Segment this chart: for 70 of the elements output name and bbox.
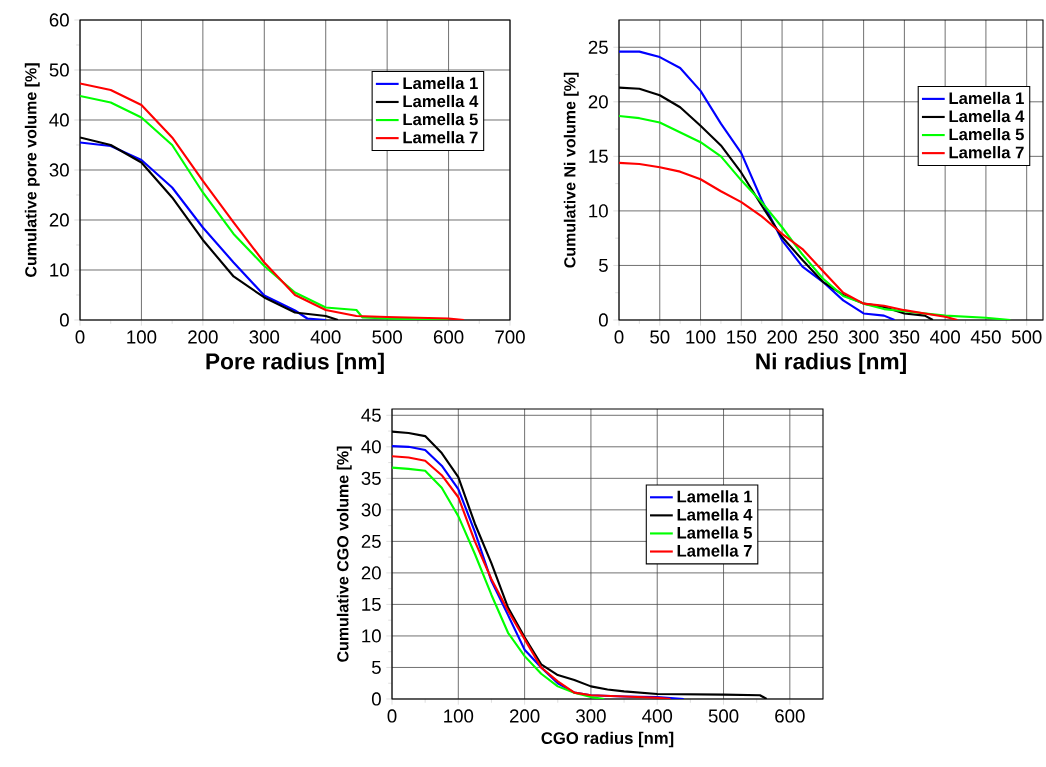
- y-tick-label: 0: [598, 313, 608, 327]
- line-series: [619, 50, 896, 320]
- y-tick-label: 5: [371, 660, 381, 674]
- x-tick-label: 450: [970, 330, 1001, 344]
- y-tick-label: 10: [50, 263, 69, 277]
- x-tick-label: 500: [708, 709, 739, 723]
- x-tick-label: 150: [727, 330, 757, 344]
- x-tick-label: 0: [387, 709, 397, 723]
- x-tick-label: 350: [889, 330, 920, 344]
- y-tick-label: 0: [59, 313, 69, 327]
- legend-label: Lamella 4: [677, 508, 753, 521]
- y-tick-label: 15: [362, 597, 381, 611]
- x-tick-label: 100: [444, 709, 474, 723]
- y-axis-title: Cumulative CGO volume [%]: [336, 446, 352, 662]
- x-tick-label: 400: [310, 330, 341, 344]
- y-tick-label: 20: [588, 95, 608, 109]
- y-tick-label: 30: [361, 503, 381, 517]
- x-tick-label: 200: [188, 330, 218, 344]
- y-tick-label: 50: [49, 63, 69, 77]
- line-series: [619, 161, 959, 320]
- line-series: [392, 466, 606, 699]
- y-tick-label: 25: [361, 534, 381, 548]
- y-tick-label: 25: [588, 40, 608, 54]
- x-tick-label: 500: [1011, 330, 1042, 344]
- y-tick-label: 5: [598, 258, 608, 272]
- legend-label: Lamella 4: [403, 94, 479, 108]
- x-tick-label: 300: [848, 330, 879, 344]
- x-tick-label: 600: [433, 330, 464, 344]
- x-tick-label: 0: [75, 330, 85, 344]
- y-axis-title: Cumulative Ni volume [%]: [563, 72, 579, 268]
- x-axis-title: CGO radius [nm]: [541, 731, 674, 748]
- y-tick-label: 45: [361, 408, 381, 422]
- x-tick-label: 300: [249, 330, 280, 344]
- legend-label: Lamella 5: [403, 113, 478, 126]
- x-axis-title: Pore radius [nm]: [206, 352, 384, 374]
- legend-label: Lamella 7: [949, 146, 1024, 159]
- x-tick-label: 250: [808, 330, 838, 344]
- x-tick-label: 400: [642, 709, 673, 723]
- x-tick-label: 200: [509, 709, 540, 723]
- legend-label: Lamella 7: [403, 131, 478, 144]
- x-tick-label: 50: [650, 330, 670, 344]
- x-tick-label: 400: [930, 330, 960, 344]
- y-tick-label: 35: [361, 471, 381, 485]
- legend-label: Lamella 1: [403, 76, 478, 90]
- y-tick-label: 10: [362, 629, 381, 643]
- x-tick-label: 100: [686, 330, 716, 344]
- x-axis-title: Ni radius [nm]: [756, 352, 906, 374]
- legend-label: Lamella 5: [677, 526, 752, 539]
- y-tick-label: 40: [361, 440, 381, 454]
- y-axis-title: Cumulative pore volume [%]: [24, 63, 40, 277]
- legend-label: Lamella 4: [949, 109, 1025, 123]
- legend-label: Lamella 1: [949, 91, 1024, 105]
- x-tick-label: 300: [576, 709, 606, 723]
- legend-label: Lamella 5: [949, 128, 1024, 141]
- y-tick-label: 10: [589, 204, 608, 218]
- y-tick-label: 15: [589, 149, 608, 163]
- x-tick-label: 200: [767, 330, 797, 344]
- y-tick-label: 0: [371, 692, 381, 706]
- y-tick-label: 30: [49, 163, 69, 177]
- y-tick-label: 20: [49, 213, 69, 227]
- x-tick-label: 500: [372, 330, 402, 344]
- x-tick-label: 600: [775, 709, 805, 723]
- y-tick-label: 60: [49, 13, 69, 27]
- y-tick-label: 20: [361, 566, 381, 580]
- y-tick-label: 40: [49, 113, 69, 127]
- x-tick-label: 0: [614, 330, 624, 344]
- x-tick-label: 700: [495, 330, 525, 344]
- x-tick-label: 100: [127, 330, 157, 344]
- legend-label: Lamella 1: [677, 490, 752, 503]
- legend-label: Lamella 7: [677, 544, 752, 557]
